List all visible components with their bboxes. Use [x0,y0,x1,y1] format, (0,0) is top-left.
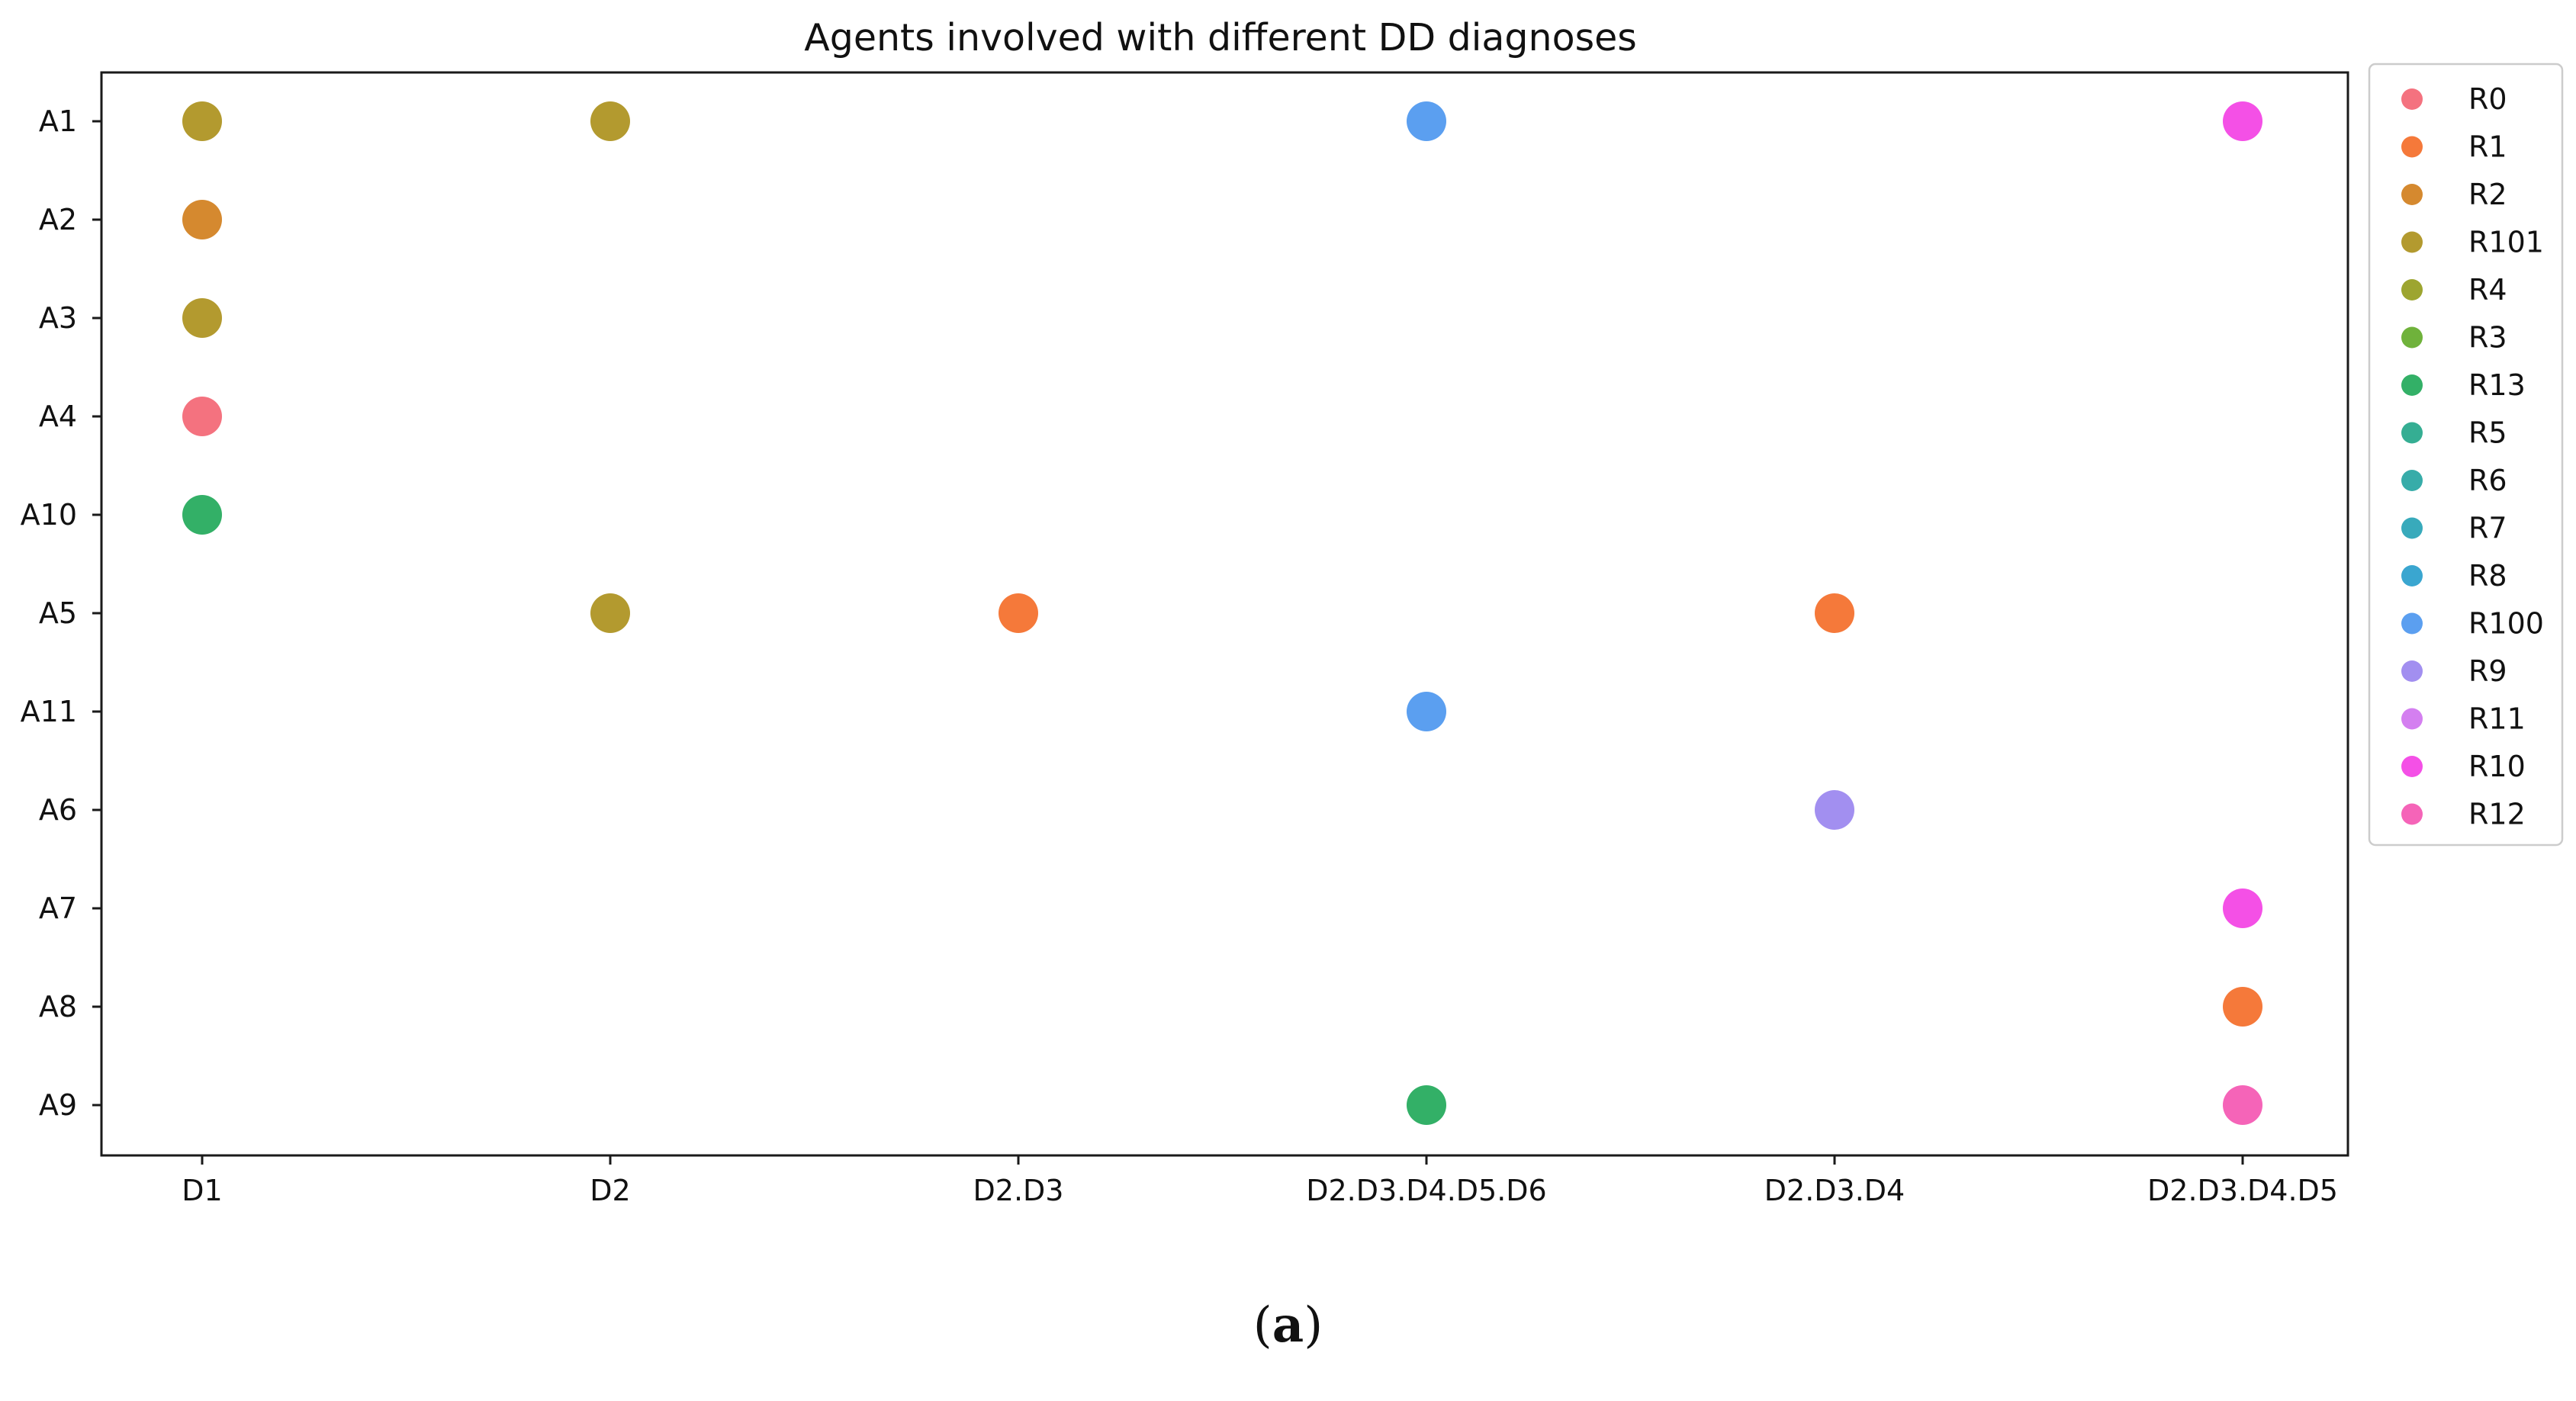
legend-label-r0: R0 [2468,82,2507,116]
chart-title: Agents involved with different DD diagno… [804,16,1637,59]
legend-label-r5: R5 [2468,416,2507,450]
data-point-d2-d3-d4-d5-a1 [2223,101,2262,141]
x-tick-label-d2-d3: D2.D3 [973,1174,1064,1207]
legend-marker-r13 [2401,374,2423,396]
x-tick-label-d2-d3-d4-d5: D2.D3.D4.D5 [2147,1174,2338,1207]
legend-marker-r7 [2401,517,2423,539]
legend-marker-r8 [2401,565,2423,586]
data-point-d1-a3 [182,298,222,338]
legend-label-r10: R10 [2468,750,2526,783]
legend: R0 R1 R2 R101 R4 R3 R13 R5 R6 R7 R8 R100 R9 R11 R10 R12 [2368,63,2564,847]
data-point-d2-d3-d4-d5-d6-a1 [1407,101,1446,141]
legend-label-r3: R3 [2468,321,2507,355]
legend-marker-r3 [2401,326,2423,349]
y-tick-label-a9: A9 [39,1088,77,1122]
y-tick-label-a1: A1 [39,104,77,138]
data-point-d2-d3-d4-d5-a7 [2223,888,2262,928]
caption-close-paren: ) [1304,1297,1323,1354]
y-tick-label-a6: A6 [39,793,77,827]
legend-marker-r4 [2401,279,2423,300]
caption-open-paren: ( [1253,1297,1272,1354]
legend-marker-r9 [2401,660,2423,682]
y-tick-label-a2: A2 [39,203,77,236]
legend-label-r12: R12 [2468,798,2526,831]
legend-label-r8: R8 [2468,559,2507,593]
legend-box [2368,63,2564,847]
legend-marker-r5 [2401,422,2423,444]
y-tick-label-a4: A4 [39,400,77,433]
x-tick-label-d2-d3-d4: D2.D3.D4 [1764,1174,1905,1207]
legend-label-r101: R101 [2468,226,2544,259]
legend-marker-r101 [2401,231,2423,253]
data-point-d2-d3-d4-d5-d6-a9 [1407,1085,1446,1125]
y-tick-label-a7: A7 [39,892,77,925]
legend-marker-r2 [2401,184,2423,205]
y-tick-label-a3: A3 [39,301,77,335]
data-point-d2-d3-d4-d5-a8 [2223,987,2262,1027]
legend-label-r11: R11 [2468,702,2526,736]
figure-caption: (a) [0,1297,2576,1354]
legend-label-r2: R2 [2468,178,2507,211]
data-point-d2-d3-d4-d5-d6-a11 [1407,692,1446,731]
axes-frame [100,71,2349,1157]
data-point-d2-d3-d4-a6 [1815,790,1854,830]
data-point-d2-d3-d4-a5 [1815,593,1854,633]
legend-marker-r12 [2401,803,2423,825]
y-tick-label-a5: A5 [39,596,77,630]
plot-area: D1 D2 D2.D3 D2.D3.D4.D5.D6 D2.D3.D4 D2.D3.D4.… [21,71,2349,1207]
data-point-d2-d3-d4-d5-a9 [2223,1085,2262,1125]
legend-label-r13: R13 [2468,368,2526,402]
y-tick-label-a10: A10 [21,498,77,532]
data-point-d2-a1 [590,101,630,141]
legend-marker-r10 [2401,756,2423,777]
legend-label-r6: R6 [2468,464,2507,497]
x-tick-label-d2: D2 [590,1174,630,1207]
data-point-d1-a10 [182,495,222,535]
x-tick-label-d1: D1 [182,1174,222,1207]
legend-marker-r100 [2401,612,2423,635]
data-point-d1-a2 [182,200,222,239]
legend-marker-r1 [2401,136,2423,158]
data-point-d2-a5 [590,593,630,633]
legend-marker-r0 [2401,88,2423,110]
y-tick-label-a11: A11 [21,695,77,728]
data-point-d1-a4 [182,397,222,436]
data-point-d1-a1 [182,101,222,141]
legend-label-r1: R1 [2468,130,2507,164]
y-tick-label-a8: A8 [39,990,77,1023]
legend-marker-r11 [2401,708,2423,730]
legend-label-r100: R100 [2468,607,2544,641]
x-tick-label-d2-d3-d4-d5-d6: D2.D3.D4.D5.D6 [1306,1174,1547,1207]
data-point-d2-d3-a5 [999,593,1038,633]
legend-marker-r6 [2401,470,2423,491]
legend-label-r7: R7 [2468,512,2507,545]
legend-label-r4: R4 [2468,273,2507,307]
legend-label-r9: R9 [2468,654,2507,688]
caption-letter: a [1272,1297,1304,1354]
